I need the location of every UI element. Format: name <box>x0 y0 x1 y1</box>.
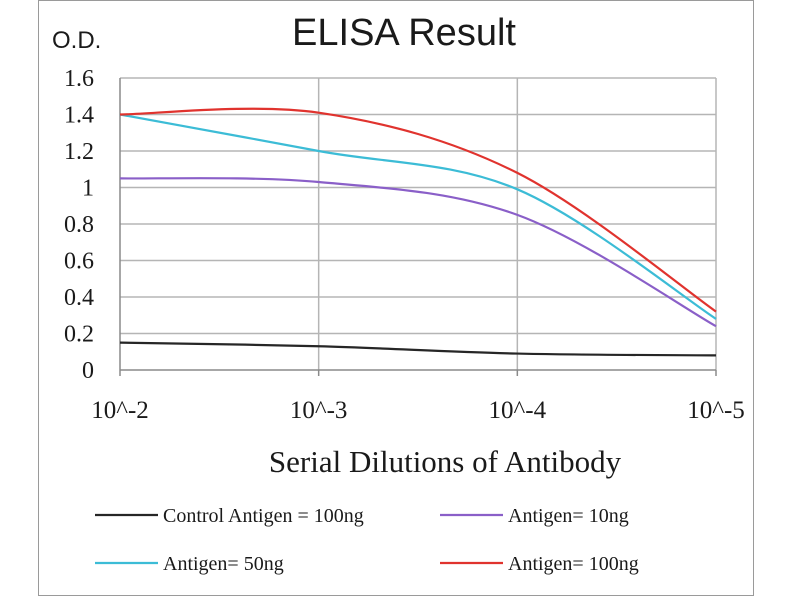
y-tick-label: 0.2 <box>64 322 94 348</box>
legend-label: Antigen= 50ng <box>163 553 284 575</box>
legend-item: Antigen= 50ng <box>95 553 284 575</box>
x-tick-labels: 10^-2 10^-3 10^-4 10^-5 <box>91 397 745 424</box>
series-lines <box>119 107 717 357</box>
x-tick-label: 10^-4 <box>489 397 547 424</box>
legend-item: Antigen= 100ng <box>440 553 639 575</box>
chart-title: ELISA Result <box>292 12 516 54</box>
y-tick-label: 0.4 <box>64 285 94 311</box>
y-tick-label: 0.6 <box>64 249 94 275</box>
series-line-2 <box>119 113 717 320</box>
legend-label: Control Antigen = 100ng <box>163 505 364 527</box>
x-tick-label: 10^-2 <box>91 397 149 424</box>
grid-lines <box>120 77 717 370</box>
series-line-3 <box>119 107 717 313</box>
y-tick-label: 1.4 <box>64 103 94 129</box>
y-axis-label: O.D. <box>52 27 101 54</box>
y-tick-label: 0.8 <box>64 212 94 238</box>
legend-item: Antigen= 10ng <box>440 505 629 527</box>
legend-label: Antigen= 100ng <box>508 553 639 575</box>
legend-label: Antigen= 10ng <box>508 505 629 527</box>
y-tick-label: 1.2 <box>64 139 94 165</box>
x-tick-label: 10^-3 <box>290 397 348 424</box>
y-tick-label: 1.6 <box>64 66 94 92</box>
legend-item: Control Antigen = 100ng <box>95 505 364 527</box>
x-axis-label: Serial Dilutions of Antibody <box>269 444 622 479</box>
legend: Control Antigen = 100ng Antigen= 10ng Anti… <box>95 505 639 575</box>
y-tick-label: 0 <box>82 358 94 384</box>
axes <box>119 78 717 376</box>
series-line-0 <box>119 341 717 357</box>
x-tick-label: 10^-5 <box>687 397 745 424</box>
y-tick-label: 1 <box>82 176 94 202</box>
y-tick-labels: 0 0.2 0.4 0.6 0.8 1 1.2 1.4 1.6 <box>64 66 94 384</box>
chart-frame <box>38 0 754 596</box>
series-line-1 <box>119 177 717 328</box>
